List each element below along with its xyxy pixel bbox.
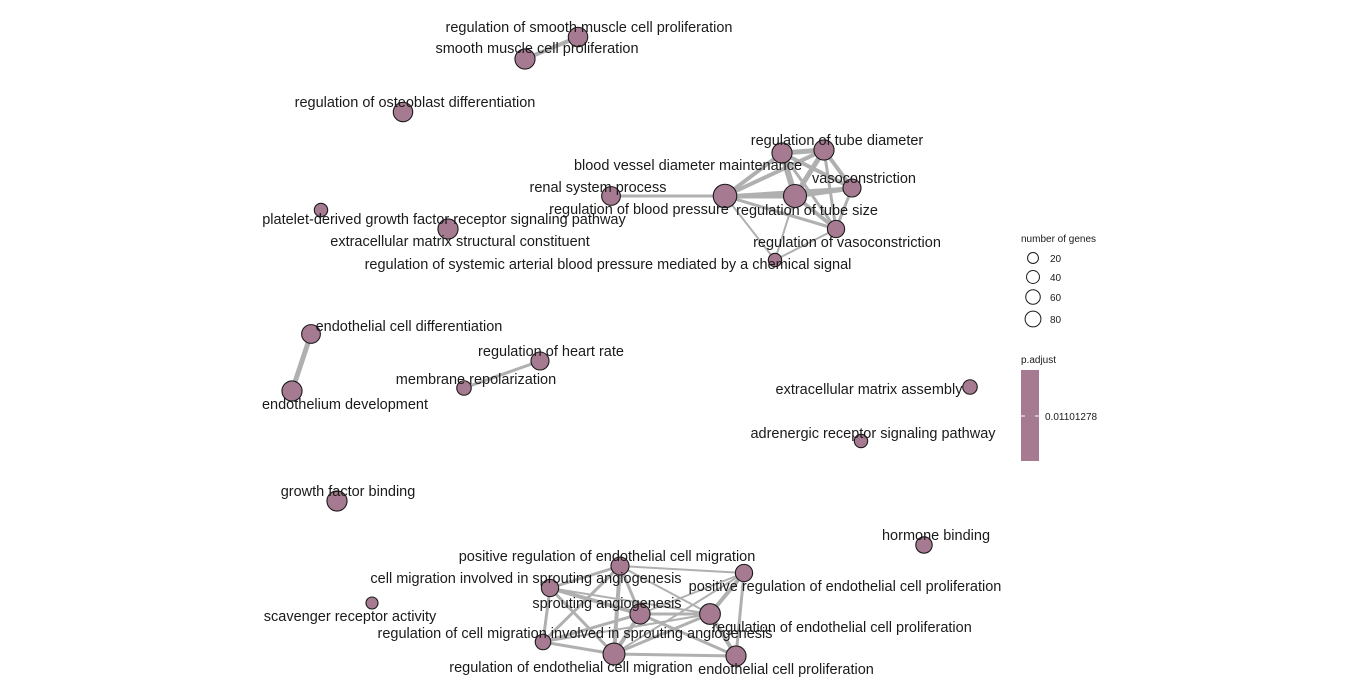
term-label: growth factor binding <box>281 484 416 500</box>
term-node <box>962 379 978 395</box>
label-layer: regulation of smooth muscle cell prolife… <box>262 20 1001 678</box>
size-legend-circle <box>1024 310 1042 328</box>
term-label: renal system process <box>530 180 667 196</box>
network-edge <box>612 652 738 658</box>
size-legend-label: 40 <box>1050 273 1062 284</box>
term-node <box>534 633 552 651</box>
term-label: endothelium development <box>262 397 428 413</box>
term-label: positive regulation of endothelial cell … <box>689 579 1002 595</box>
network-edge <box>780 151 854 190</box>
term-node <box>540 578 560 598</box>
network-edge <box>541 564 622 644</box>
term-node <box>842 178 862 198</box>
network-edge <box>723 194 838 231</box>
term-label: positive regulation of endothelial cell … <box>459 549 756 565</box>
term-label: regulation of tube diameter <box>751 133 924 149</box>
size-legend-label: 60 <box>1050 293 1062 304</box>
term-node <box>826 219 846 239</box>
network-edge <box>638 612 738 658</box>
term-label: endothelial cell proliferation <box>698 662 874 678</box>
colorbar-value-label: 0.01101278 <box>1045 412 1098 423</box>
term-label: endothelial cell differentiation <box>316 319 503 335</box>
term-label: extracellular matrix structural constitu… <box>330 234 590 250</box>
term-node <box>629 603 651 625</box>
term-label: membrane repolarization <box>396 372 556 388</box>
term-label: hormone binding <box>882 528 990 544</box>
network-edge <box>723 148 826 198</box>
term-node <box>514 48 536 70</box>
network-edge <box>541 612 642 644</box>
network-edge <box>541 640 616 656</box>
node-layer <box>281 26 978 667</box>
network-edge <box>619 565 745 574</box>
term-label: sprouting angiogenesis <box>532 596 681 612</box>
term-node <box>725 645 747 667</box>
term-label: regulation of endothelial cell migration <box>449 660 692 676</box>
term-label: regulation of systemic arterial blood pr… <box>365 257 852 273</box>
term-label: adrenergic receptor signaling pathway <box>750 426 996 442</box>
term-node <box>567 26 589 48</box>
term-node <box>712 183 738 209</box>
term-node <box>601 186 621 206</box>
term-node <box>392 101 414 123</box>
p-adjust-colorbar <box>1021 370 1039 461</box>
term-label: platelet-derived growth factor receptor … <box>262 212 626 228</box>
network-edge <box>724 195 776 261</box>
term-label: regulation of cell migration involved in… <box>378 626 773 642</box>
term-node <box>456 380 472 396</box>
term-node <box>602 642 626 666</box>
term-label: scavenger receptor activity <box>264 609 437 625</box>
network-edge <box>548 564 622 590</box>
term-node <box>437 218 459 240</box>
size-legend-circle <box>1026 270 1040 284</box>
term-node <box>610 556 630 576</box>
color-legend-title: p.adjust <box>1021 355 1056 366</box>
term-label: vasoconstriction <box>812 171 916 187</box>
term-node <box>771 142 793 164</box>
term-label: regulation of smooth muscle cell prolife… <box>446 20 733 36</box>
term-node <box>313 202 329 218</box>
term-node <box>853 433 869 449</box>
network-edge <box>639 572 745 615</box>
network-edge <box>734 571 746 658</box>
term-label: regulation of tube size <box>736 203 878 219</box>
size-legend-circle <box>1025 289 1041 305</box>
term-node <box>767 252 783 268</box>
term-node <box>326 490 348 512</box>
term-label: regulation of endothelial cell prolifera… <box>712 620 972 636</box>
term-node <box>530 351 550 371</box>
network-edge <box>619 565 711 615</box>
network-edge <box>542 613 711 643</box>
term-node <box>734 563 754 583</box>
term-node <box>281 380 303 402</box>
network-edge <box>774 228 837 261</box>
term-label: regulation of vasoconstriction <box>753 235 941 251</box>
term-label: regulation of blood pressure <box>549 202 729 218</box>
network-edge <box>612 564 622 656</box>
legend: number of genes 20 40 60 80 p.adjust 0.0110… <box>1021 234 1098 461</box>
term-label: regulation of osteoblast differentiation <box>295 95 536 111</box>
term-node <box>915 536 933 554</box>
term-node <box>782 183 808 209</box>
term-label: blood vessel diameter maintenance <box>574 158 802 174</box>
network-edge <box>612 612 712 656</box>
network-edge <box>548 586 616 656</box>
size-legend-keys: 20 40 60 80 <box>1024 252 1062 328</box>
term-label: regulation of heart rate <box>478 344 624 360</box>
term-node <box>813 139 835 161</box>
term-node <box>301 324 321 344</box>
size-legend-circle <box>1027 252 1039 264</box>
size-legend-title: number of genes <box>1021 234 1096 245</box>
network-edge <box>548 586 642 616</box>
size-legend-label: 20 <box>1050 254 1062 265</box>
size-legend-label: 80 <box>1050 315 1062 326</box>
term-label: smooth muscle cell proliferation <box>435 41 638 57</box>
term-label: cell migration involved in sprouting ang… <box>370 571 681 587</box>
term-node <box>365 596 379 610</box>
term-label: extracellular matrix assembly <box>776 382 964 398</box>
network-edge <box>462 359 542 390</box>
term-node <box>699 603 721 625</box>
